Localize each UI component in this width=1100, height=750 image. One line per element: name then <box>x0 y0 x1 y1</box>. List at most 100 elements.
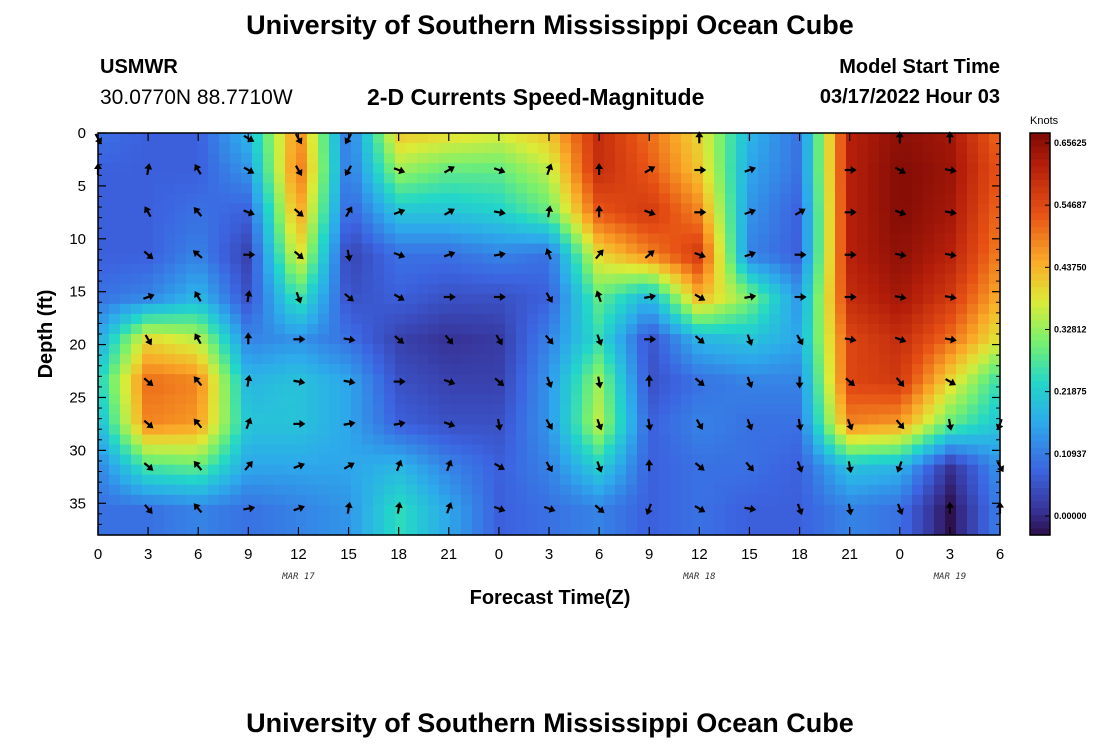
heatmap-cell <box>912 263 924 275</box>
heatmap-cell <box>736 293 748 305</box>
heatmap-cell <box>802 263 814 275</box>
heatmap-cell <box>967 293 979 305</box>
heatmap-cell <box>956 484 968 496</box>
heatmap-cell <box>648 203 660 214</box>
current-arrow <box>645 374 654 387</box>
heatmap-cell <box>879 203 891 214</box>
heatmap-cell <box>648 454 660 466</box>
heatmap-cell <box>538 293 550 305</box>
heatmap-cell <box>296 394 308 405</box>
heatmap-cell <box>780 313 792 325</box>
heatmap-cell <box>351 404 363 415</box>
heatmap-cell <box>637 414 649 426</box>
heatmap-cell <box>461 133 473 144</box>
heatmap-cell <box>549 354 561 365</box>
current-arrow <box>844 293 857 301</box>
heatmap-cell <box>835 484 847 496</box>
heatmap-cell <box>175 173 187 184</box>
heatmap-cell <box>417 313 429 325</box>
heatmap-cell <box>263 364 275 375</box>
heatmap-cell <box>186 424 198 436</box>
heatmap-cell <box>901 303 913 315</box>
heatmap-cell <box>417 484 429 496</box>
current-arrow <box>394 501 403 514</box>
heatmap-cell <box>901 454 913 466</box>
heatmap-cell <box>549 323 561 335</box>
heatmap-cell <box>945 183 957 194</box>
heatmap-cell <box>747 414 759 426</box>
heatmap-cell <box>340 424 352 436</box>
heatmap-cell <box>131 404 143 415</box>
heatmap-cell <box>197 454 209 466</box>
heatmap-cell <box>648 313 660 325</box>
heatmap-cell <box>351 183 363 194</box>
heatmap-cell <box>197 213 209 225</box>
heatmap-cell <box>538 344 550 355</box>
heatmap-cell <box>109 193 121 204</box>
heatmap-cell <box>516 173 528 184</box>
x-tick-label: 6 <box>996 546 1004 563</box>
heatmap-cell <box>956 524 968 536</box>
heatmap-cell <box>626 243 638 255</box>
heatmap-cell <box>725 253 737 265</box>
heatmap-cell <box>879 183 891 194</box>
heatmap-cell <box>241 183 253 194</box>
heatmap-cell <box>285 153 297 164</box>
heatmap-cell <box>472 524 484 536</box>
heatmap-cell <box>593 344 605 355</box>
heatmap-cell <box>285 303 297 315</box>
heatmap-cell <box>615 183 627 194</box>
heatmap-cell <box>428 514 440 526</box>
heatmap-cell <box>340 323 352 335</box>
heatmap-cell <box>549 344 561 355</box>
heatmap-cell <box>241 334 253 345</box>
heatmap-cell <box>384 444 396 456</box>
heatmap-cell <box>604 233 616 245</box>
heatmap-cell <box>296 303 308 315</box>
heatmap-cell <box>813 253 825 265</box>
heatmap-cell <box>978 253 990 265</box>
heatmap-cell <box>857 293 869 305</box>
heatmap-cell <box>373 414 385 426</box>
heatmap-cell <box>571 153 583 164</box>
heatmap-cell <box>560 183 572 194</box>
heatmap-cell <box>681 454 693 466</box>
heatmap-cell <box>494 173 506 184</box>
heatmap-cell <box>879 303 891 315</box>
heatmap-cell <box>153 334 165 345</box>
heatmap-cell <box>615 193 627 204</box>
heatmap-cell <box>945 243 957 255</box>
heatmap-cell <box>263 514 275 526</box>
heatmap-cell <box>373 263 385 275</box>
heatmap-cell <box>483 193 495 204</box>
heatmap-cell <box>164 133 176 144</box>
heatmap-cell <box>692 404 704 415</box>
heatmap-cell <box>296 384 308 395</box>
heatmap-cell <box>989 213 1001 225</box>
current-arrow <box>293 377 306 386</box>
heatmap-cell <box>560 454 572 466</box>
heatmap-cell <box>758 424 770 436</box>
heatmap-cell <box>483 334 495 345</box>
heatmap-cell <box>461 384 473 395</box>
heatmap-cell <box>670 364 682 375</box>
heatmap-cell <box>725 153 737 164</box>
heatmap-cell <box>98 263 110 275</box>
heatmap-cell <box>659 334 671 345</box>
heatmap-cell <box>384 424 396 436</box>
heatmap-cell <box>989 273 1001 285</box>
heatmap-cell <box>109 253 121 265</box>
heatmap-cell <box>263 404 275 415</box>
heatmap-cell <box>670 213 682 225</box>
heatmap-cell <box>109 454 121 466</box>
heatmap-cell <box>208 404 220 415</box>
heatmap-cell <box>681 293 693 305</box>
heatmap-cell <box>395 524 407 536</box>
heatmap-cell <box>373 293 385 305</box>
heatmap-cell <box>923 183 935 194</box>
heatmap-cell <box>582 213 594 225</box>
heatmap-cell <box>824 323 836 335</box>
colorbar-segment <box>1030 454 1050 462</box>
heatmap-cell <box>747 253 759 265</box>
heatmap-cell <box>296 173 308 184</box>
